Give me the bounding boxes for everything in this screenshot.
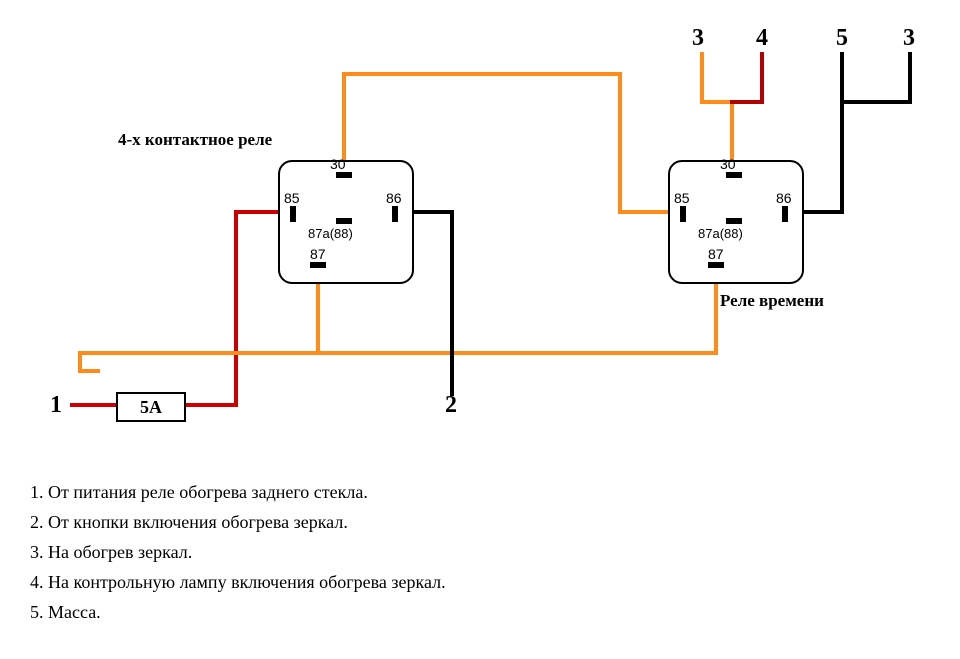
terminal-3b: 3 [903, 25, 915, 52]
legend-4: 4. На контрольную лампу включения обогре… [30, 572, 446, 593]
relay1-pin87a [336, 218, 352, 224]
relay1-pin87 [310, 262, 326, 268]
legend-1: 1. От питания реле обогрева заднего стек… [30, 482, 368, 503]
wire-red-to-85 [234, 210, 280, 214]
terminal-5: 5 [836, 25, 848, 52]
wire-red-1-to-fuse [70, 403, 116, 407]
relay2-pin85 [680, 206, 686, 222]
relay1-pin85 [290, 206, 296, 222]
relay2-pin87-label: 87 [708, 246, 724, 262]
relay1-pin30-label: 30 [330, 156, 346, 172]
legend-3: 3. На обогрев зеркал. [30, 542, 192, 563]
wire-or-top-down [618, 72, 622, 214]
wire-or-r2-87-down [714, 278, 718, 355]
relay1-title: 4-х контактное реле [118, 130, 272, 150]
terminal-2: 2 [445, 392, 457, 419]
wire-bk-r2-86-h [798, 210, 844, 214]
relay1-pin87a-label: 87а(88) [308, 226, 353, 241]
wire-red-fuse-right [182, 403, 238, 407]
wire-or-r1-30-up [342, 72, 346, 162]
wire-bk-term3b-v [908, 52, 912, 104]
wire-dr-v [760, 52, 764, 104]
relay2-pin87a [726, 218, 742, 224]
wire-or-left-stub-h [78, 369, 100, 373]
relay1-pin30 [336, 172, 352, 178]
relay2-pin30 [726, 172, 742, 178]
wire-or-top-h [342, 72, 622, 76]
relay2-pin86-label: 86 [776, 190, 792, 206]
relay2-pin87a-label: 87а(88) [698, 226, 743, 241]
relay2-pin85-label: 85 [674, 190, 690, 206]
wire-bk-r1-86-v [450, 210, 454, 396]
relay1-pin86 [392, 206, 398, 222]
wire-bk-top-h [840, 100, 912, 104]
terminal-4: 4 [756, 25, 768, 52]
relay2-pin87 [708, 262, 724, 268]
wire-red-up [234, 210, 238, 407]
wire-or-bus [78, 351, 718, 355]
fuse-box: 5А [116, 392, 186, 422]
wire-bk-r1-86-h [408, 210, 454, 214]
relay2-title: Реле времени [720, 291, 824, 311]
wire-or-to-r2-85 [618, 210, 670, 214]
legend-2: 2. От кнопки включения обогрева зеркал. [30, 512, 348, 533]
wire-bk-r2-86-v [840, 100, 844, 214]
wire-or-r2-30-h [700, 100, 734, 104]
relay2-pin86 [782, 206, 788, 222]
relay1-pin86-label: 86 [386, 190, 402, 206]
legend-5: 5. Масса. [30, 602, 101, 623]
relay1-pin87-label: 87 [310, 246, 326, 262]
relay2-pin30-label: 30 [720, 156, 736, 172]
wire-or-r2-30-up [730, 100, 734, 162]
wire-or-term3-v [700, 52, 704, 104]
terminal-1: 1 [50, 392, 62, 419]
wire-dr-h [730, 100, 764, 104]
relay1-pin85-label: 85 [284, 190, 300, 206]
wire-bk-term5-v [840, 52, 844, 104]
terminal-3a: 3 [692, 25, 704, 52]
wire-or-r1-87-down [316, 278, 320, 355]
diagram-canvas: 4-х контактное реле 30 85 86 87а(88) 87 … [0, 0, 960, 659]
